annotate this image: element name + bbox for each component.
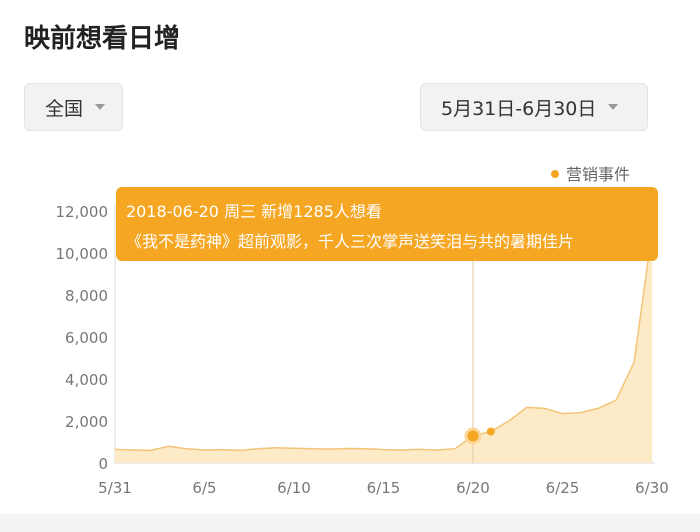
tooltip-line-2: 《我不是药神》超前观影，千人三次掌声送笑泪与共的暑期佳片 (126, 232, 574, 251)
daily-want-chart: 营销事件 0 2,000 4,000 6,000 8,000 10,000 12,000 5… (56, 165, 669, 497)
x-tick-label: 5/31 (98, 479, 132, 497)
x-tick-label: 6/5 (192, 479, 216, 497)
date-range-select[interactable]: 5月31日-6月30日 (420, 83, 648, 131)
y-tick-label: 10,000 (56, 245, 109, 263)
chevron-down-icon (95, 104, 106, 110)
event-point[interactable] (486, 427, 495, 436)
bottom-bar (0, 514, 700, 532)
region-select-value: 全国 (45, 97, 84, 120)
region-select[interactable]: 全国 (24, 83, 123, 131)
date-range-value: 5月31日-6月30日 (441, 97, 597, 120)
y-tick-label: 12,000 (56, 203, 109, 221)
x-tick-label: 6/10 (277, 479, 311, 497)
y-tick-label: 6,000 (65, 329, 108, 347)
series-area (115, 232, 652, 463)
y-tick-label: 4,000 (65, 371, 108, 389)
x-tick-label: 6/20 (456, 479, 490, 497)
tooltip-box (116, 187, 658, 261)
y-tick-label: 2,000 (65, 413, 108, 431)
chevron-down-icon (608, 104, 619, 110)
x-axis-ticks: 5/31 6/5 6/10 6/15 6/20 6/25 6/30 (98, 479, 669, 497)
tooltip-line-1: 2018-06-20 周三 新增1285人想看 (126, 202, 382, 221)
x-tick-label: 6/15 (367, 479, 401, 497)
legend-label: 营销事件 (566, 165, 630, 184)
legend-marker (551, 170, 559, 178)
series-line (114, 231, 653, 452)
x-tick-label: 6/25 (546, 479, 580, 497)
page-title: 映前想看日增 (24, 24, 181, 54)
event-tooltip: 2018-06-20 周三 新增1285人想看 《我不是药神》超前观影，千人三次… (116, 187, 658, 261)
x-tick-label: 6/30 (635, 479, 669, 497)
event-point[interactable] (464, 427, 482, 445)
y-axis-ticks: 0 2,000 4,000 6,000 8,000 10,000 12,000 (56, 203, 109, 473)
y-tick-label: 8,000 (65, 287, 108, 305)
y-tick-label: 0 (98, 455, 108, 473)
